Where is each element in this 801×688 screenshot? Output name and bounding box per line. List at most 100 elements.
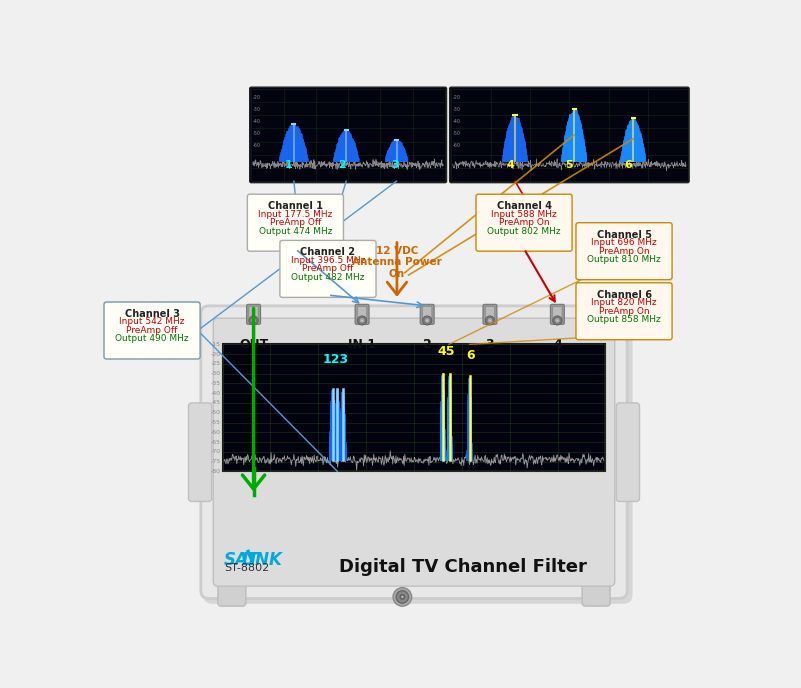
- FancyBboxPatch shape: [248, 194, 344, 251]
- FancyBboxPatch shape: [218, 585, 246, 606]
- Circle shape: [360, 318, 364, 323]
- FancyBboxPatch shape: [104, 302, 200, 359]
- FancyBboxPatch shape: [421, 304, 434, 324]
- Text: 3: 3: [391, 160, 398, 170]
- Text: L: L: [242, 552, 252, 570]
- Text: Input 696 MHz: Input 696 MHz: [591, 238, 657, 247]
- Text: Input 542 MHz: Input 542 MHz: [119, 317, 185, 326]
- Text: 1: 1: [284, 160, 292, 170]
- FancyBboxPatch shape: [553, 307, 562, 322]
- Text: Output 482 MHz: Output 482 MHz: [292, 272, 364, 282]
- Text: -60: -60: [211, 430, 221, 435]
- Text: 5: 5: [566, 160, 574, 170]
- Text: -40: -40: [211, 391, 221, 396]
- Text: Digital TV Channel Filter: Digital TV Channel Filter: [340, 559, 587, 577]
- Text: Output 858 MHz: Output 858 MHz: [587, 315, 661, 324]
- Text: -45: -45: [211, 400, 221, 405]
- FancyBboxPatch shape: [576, 283, 672, 340]
- Text: 6: 6: [466, 349, 475, 362]
- Circle shape: [249, 316, 258, 325]
- FancyBboxPatch shape: [280, 240, 376, 297]
- Circle shape: [401, 596, 404, 598]
- FancyBboxPatch shape: [247, 304, 260, 324]
- Text: ST-8802: ST-8802: [224, 563, 269, 573]
- Text: Channel 1: Channel 1: [268, 201, 323, 211]
- Circle shape: [485, 316, 494, 325]
- Text: 4: 4: [553, 338, 562, 351]
- Text: Output 802 MHz: Output 802 MHz: [487, 226, 561, 235]
- Text: 4: 4: [506, 160, 514, 170]
- Text: -25: -25: [211, 361, 221, 367]
- Text: -30: -30: [253, 107, 261, 112]
- Text: Output 810 MHz: Output 810 MHz: [587, 255, 661, 264]
- Text: Input 396.5 MHz: Input 396.5 MHz: [291, 256, 365, 265]
- Text: PreAmp Off: PreAmp Off: [302, 264, 354, 273]
- Text: 2: 2: [423, 338, 432, 351]
- Circle shape: [361, 320, 363, 321]
- Text: -55: -55: [211, 420, 221, 425]
- FancyBboxPatch shape: [476, 194, 572, 251]
- Text: INK: INK: [250, 550, 283, 569]
- FancyBboxPatch shape: [449, 87, 689, 182]
- Text: Output 474 MHz: Output 474 MHz: [259, 226, 332, 235]
- Text: PreAmp Off: PreAmp Off: [270, 218, 321, 227]
- Circle shape: [488, 318, 493, 323]
- Text: -20: -20: [453, 95, 461, 100]
- Text: -40: -40: [453, 119, 461, 125]
- Text: IN 1: IN 1: [348, 338, 376, 351]
- FancyBboxPatch shape: [422, 307, 432, 322]
- Circle shape: [253, 320, 255, 321]
- FancyBboxPatch shape: [576, 223, 672, 280]
- FancyBboxPatch shape: [201, 306, 627, 599]
- Text: -70: -70: [211, 449, 221, 454]
- Text: 123: 123: [323, 353, 349, 366]
- Text: 12 VDC
Antenna Power
On: 12 VDC Antenna Power On: [352, 246, 442, 279]
- Text: Channel 3: Channel 3: [124, 309, 179, 319]
- Circle shape: [489, 320, 491, 321]
- Circle shape: [555, 318, 560, 323]
- Text: -50: -50: [211, 410, 221, 416]
- FancyBboxPatch shape: [616, 403, 639, 502]
- FancyBboxPatch shape: [203, 308, 633, 604]
- FancyBboxPatch shape: [213, 318, 614, 586]
- Circle shape: [557, 320, 558, 321]
- FancyBboxPatch shape: [485, 307, 494, 322]
- Text: -65: -65: [211, 440, 221, 444]
- Text: -20: -20: [253, 95, 261, 100]
- Text: 3: 3: [485, 338, 494, 351]
- Text: -20: -20: [211, 352, 221, 356]
- Text: PreAmp Off: PreAmp Off: [127, 326, 178, 335]
- Text: -60: -60: [253, 143, 261, 149]
- FancyBboxPatch shape: [250, 87, 446, 182]
- Circle shape: [396, 591, 409, 603]
- Text: -75: -75: [211, 459, 221, 464]
- Text: -35: -35: [211, 381, 221, 386]
- Circle shape: [399, 594, 405, 600]
- Text: -15: -15: [211, 342, 221, 347]
- Circle shape: [426, 320, 428, 321]
- Text: SAT: SAT: [224, 550, 259, 569]
- Text: 6: 6: [625, 160, 633, 170]
- Text: Channel 6: Channel 6: [597, 290, 651, 300]
- Circle shape: [252, 318, 256, 323]
- FancyBboxPatch shape: [550, 304, 565, 324]
- Circle shape: [422, 316, 432, 325]
- Text: -60: -60: [453, 143, 461, 149]
- Text: PreAmp On: PreAmp On: [598, 246, 650, 255]
- Circle shape: [425, 318, 429, 323]
- Text: -50: -50: [453, 131, 461, 136]
- Text: -30: -30: [211, 372, 221, 376]
- FancyBboxPatch shape: [355, 304, 369, 324]
- Text: PreAmp On: PreAmp On: [499, 218, 549, 227]
- FancyBboxPatch shape: [249, 307, 258, 322]
- Text: Input 177.5 MHz: Input 177.5 MHz: [258, 210, 332, 219]
- Text: -40: -40: [253, 119, 261, 125]
- Text: 2: 2: [339, 160, 346, 170]
- Text: Channel 2: Channel 2: [300, 248, 356, 257]
- Text: PreAmp On: PreAmp On: [598, 307, 650, 316]
- Text: Input 588 MHz: Input 588 MHz: [491, 210, 557, 219]
- Bar: [223, 345, 606, 471]
- Text: Output 490 MHz: Output 490 MHz: [115, 334, 189, 343]
- Circle shape: [357, 316, 367, 325]
- Text: OUT: OUT: [239, 338, 269, 351]
